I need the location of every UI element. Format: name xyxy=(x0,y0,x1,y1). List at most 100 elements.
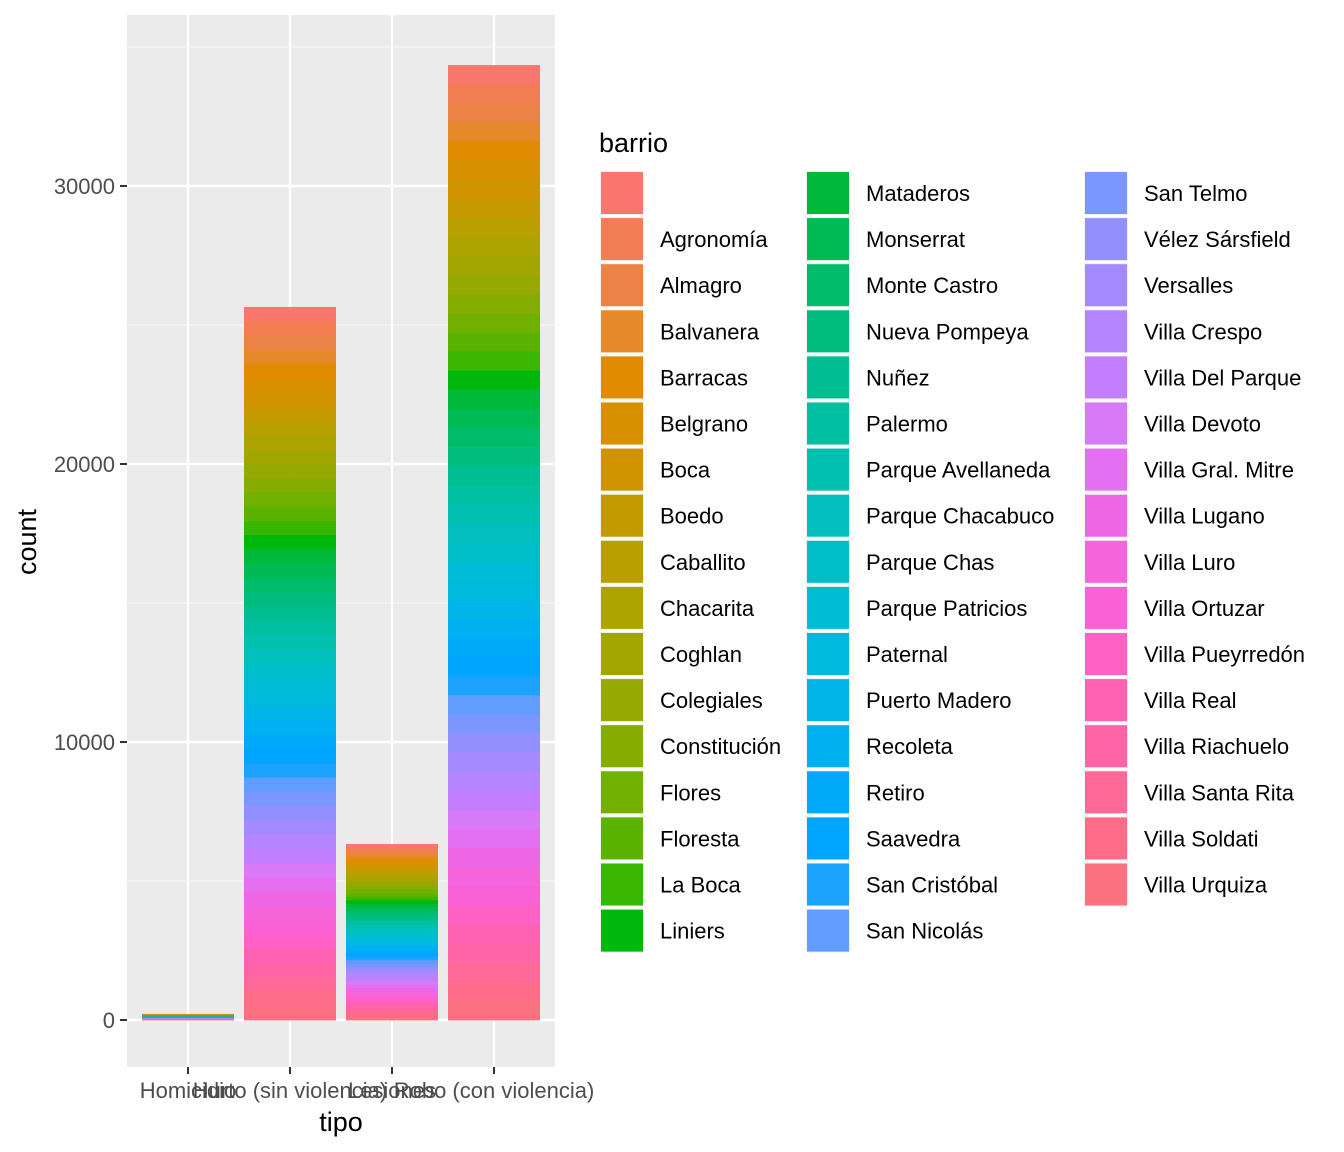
bar-segment xyxy=(346,974,438,979)
bar-stack xyxy=(448,65,540,1021)
x-tick-label: Homicidio xyxy=(140,1078,237,1103)
bar-segment xyxy=(346,921,438,926)
bar-segment xyxy=(244,549,336,565)
y-tick-label: 20000 xyxy=(54,452,115,477)
bar-segment xyxy=(448,122,540,142)
x-axis-title: tipo xyxy=(319,1107,363,1137)
bar-segment xyxy=(346,907,438,912)
bar-segment xyxy=(244,620,336,636)
bar-segment xyxy=(346,988,438,993)
legend-label: San Telmo xyxy=(1144,181,1248,206)
bar-segment xyxy=(448,542,540,563)
bar-segment xyxy=(244,335,336,351)
bar-segment xyxy=(448,504,540,524)
legend-swatch xyxy=(601,909,643,952)
bar-segment xyxy=(448,676,540,696)
legend-item: Monte Castro xyxy=(806,263,998,308)
legend-item: Parque Chas xyxy=(806,539,994,584)
bar-segment xyxy=(244,520,336,536)
bar-segment xyxy=(244,392,336,408)
legend-item: Palermo xyxy=(806,401,948,446)
legend-item: La Boca xyxy=(600,862,741,907)
legend-label: Villa Real xyxy=(1144,688,1237,713)
bar-segment xyxy=(244,920,336,935)
legend-item: Recoleta xyxy=(806,724,954,769)
legend-swatch xyxy=(601,356,643,399)
legend-swatch xyxy=(1085,540,1127,583)
legend-label: Paternal xyxy=(866,642,948,667)
bar-segment xyxy=(244,734,336,750)
legend-item: Colegiales xyxy=(600,678,763,723)
bar-segment xyxy=(448,103,540,123)
bar-segment xyxy=(346,998,438,1003)
bar-segment xyxy=(346,932,438,936)
bar-segment xyxy=(448,256,540,276)
legend-swatch xyxy=(807,679,849,722)
legend-swatch xyxy=(807,264,849,307)
y-axis: 0 10000 20000 30000 xyxy=(54,174,127,1033)
legend-label: Boedo xyxy=(660,504,724,529)
bar-segment xyxy=(244,848,336,864)
bar-segment xyxy=(244,749,336,764)
legend-label: Saavedra xyxy=(866,826,961,851)
bar-segment xyxy=(448,790,540,811)
legend-item: Villa Devoto xyxy=(1084,401,1261,446)
y-tick-label: 30000 xyxy=(54,174,115,199)
bar-segment xyxy=(346,935,438,940)
legend-label: Villa Santa Rita xyxy=(1144,780,1295,805)
bar-segment xyxy=(448,867,540,887)
legend-swatch xyxy=(601,540,643,583)
bar-segment xyxy=(448,1000,540,1021)
bar-segment xyxy=(244,378,336,393)
legend-label: Colegiales xyxy=(660,688,763,713)
legend-swatch xyxy=(807,494,849,537)
legend-label: Villa Devoto xyxy=(1144,412,1261,437)
bar-segment xyxy=(346,872,438,877)
bar-segment xyxy=(346,1002,438,1007)
legend-item: Villa Gral. Mitre xyxy=(1084,447,1294,492)
legend-label: Caballito xyxy=(660,550,746,575)
legend-item: Agronomía xyxy=(600,217,768,262)
legend-item: Almagro xyxy=(600,263,742,308)
bar-segment xyxy=(448,638,540,658)
bar-segment xyxy=(244,449,336,465)
legend-swatch xyxy=(1085,402,1127,445)
legend-swatch xyxy=(807,448,849,491)
legend-label: Monserrat xyxy=(866,227,965,252)
bar-segment xyxy=(346,946,438,951)
bar-segment xyxy=(346,847,438,852)
bar-segment xyxy=(244,691,336,707)
legend-label: Recoleta xyxy=(866,734,954,759)
legend-swatch xyxy=(807,909,849,952)
bar-segment xyxy=(346,889,438,894)
legend: barrio Agronomía Almagro Balvanera Barracas… xyxy=(599,128,1305,953)
bar-segment xyxy=(346,858,438,863)
bar-segment xyxy=(346,977,438,982)
bar-segment xyxy=(244,706,336,721)
legend-item: Saavedra xyxy=(806,816,961,861)
legend-swatch xyxy=(1085,633,1127,675)
bar-segment xyxy=(448,943,540,964)
bar-segment xyxy=(346,861,438,866)
bar-segment xyxy=(346,995,438,1000)
legend-item: Versalles xyxy=(1084,263,1233,308)
legend-swatch xyxy=(1085,448,1127,491)
legend-item: Floresta xyxy=(600,816,740,861)
legend-item: Flores xyxy=(600,770,721,815)
bar-segment xyxy=(346,942,438,947)
bar-segment xyxy=(244,492,336,507)
legend-swatch xyxy=(807,817,849,860)
legend-label: Villa Riachuelo xyxy=(1144,734,1289,759)
legend-item: Villa Crespo xyxy=(1084,309,1262,354)
bar-segment xyxy=(448,981,540,1002)
legend-label: San Cristóbal xyxy=(866,873,998,898)
legend-swatch xyxy=(1085,356,1127,399)
bar-segment xyxy=(346,886,438,891)
bar-segment xyxy=(244,649,336,664)
y-axis-title: count xyxy=(12,508,42,575)
bar-segment xyxy=(244,991,336,1007)
y-tick-label: 0 xyxy=(103,1008,115,1033)
legend-item: Retiro xyxy=(806,770,925,815)
x-tick-label: Robo (con violencia) xyxy=(394,1078,595,1103)
bar-segment xyxy=(346,939,438,943)
